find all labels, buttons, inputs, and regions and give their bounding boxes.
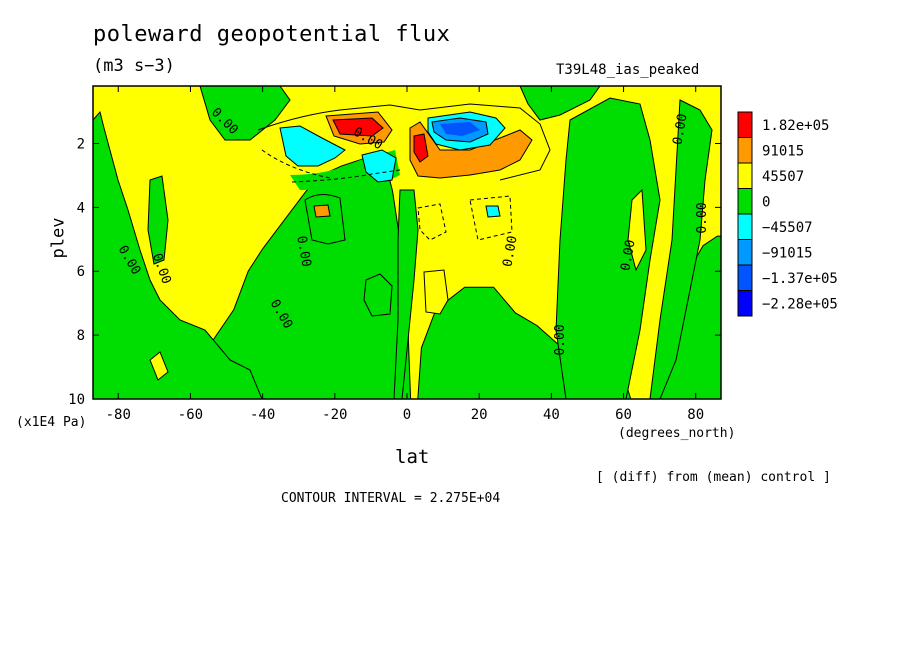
contour-line <box>291 169 401 183</box>
contour-label: 0.00 <box>670 113 690 146</box>
y-axis-units: (x1E4 Pa) <box>16 415 87 430</box>
x-tick-label: -80 <box>106 407 131 423</box>
contour-label: 0.00 <box>293 235 313 268</box>
legend-swatch <box>737 290 753 317</box>
yellow-island-0 <box>423 269 449 315</box>
y-tick-label: 6 <box>77 264 85 280</box>
legend-swatch <box>737 162 753 189</box>
blue-min-north <box>440 122 480 136</box>
legend-swatch <box>737 188 753 215</box>
chart-units: (m3 s−3) <box>93 56 175 76</box>
yellow-island-2 <box>627 188 647 272</box>
contour-line <box>257 103 551 181</box>
legend-label: 1.82e+05 <box>762 118 829 134</box>
y-tick-label: 8 <box>77 328 85 344</box>
green-region-6 <box>393 189 419 400</box>
contour-line <box>417 203 447 241</box>
yellow-island-1 <box>149 351 169 381</box>
orange-spot <box>313 204 331 218</box>
red-max-north <box>413 133 429 163</box>
green-region-3 <box>555 97 661 400</box>
legend-swatch <box>737 213 753 240</box>
contour-label: 0.00 <box>553 324 568 355</box>
x-tick-label: -20 <box>322 407 347 423</box>
y-tick-label: 10 <box>68 392 85 408</box>
legend-label: −2.28e+05 <box>762 296 838 312</box>
legend-label: −1.37e+05 <box>762 271 838 287</box>
x-tick-label: 0 <box>403 407 411 423</box>
contour-line <box>261 149 331 179</box>
chart-title: poleward geopotential flux <box>93 22 451 47</box>
orange-lobe-north <box>409 121 533 179</box>
legend-swatch <box>737 264 753 291</box>
x-tick-label: 40 <box>543 407 560 423</box>
y-tick-label: 4 <box>77 200 85 216</box>
legend-label: 0 <box>762 194 770 210</box>
legend-swatch <box>737 239 753 266</box>
x-axis-units: (degrees_north) <box>618 426 736 441</box>
run-label: T39L48_ias_peaked <box>556 62 700 78</box>
contour-label: 0.00 <box>695 202 710 233</box>
cyan-region-south <box>279 125 346 167</box>
green-region-1 <box>199 85 291 141</box>
contour-label: 0.00 <box>618 239 638 272</box>
legend-label: 91015 <box>762 143 804 159</box>
diff-note: [ (diff) from (mean) control ] <box>596 470 831 485</box>
legend-label: −91015 <box>762 245 813 261</box>
x-tick-label: 20 <box>471 407 488 423</box>
x-tick-label: 80 <box>687 407 704 423</box>
green-region-5 <box>363 273 393 317</box>
y-tick-label: 2 <box>77 136 85 152</box>
red-max-south <box>332 117 384 137</box>
legend-label: 45507 <box>762 169 804 185</box>
x-tick-label: 60 <box>615 407 632 423</box>
legend-label: −45507 <box>762 220 813 236</box>
contour-interval: CONTOUR INTERVAL = 2.275E+04 <box>281 491 501 506</box>
legend-swatch <box>737 137 753 164</box>
x-tick-label: -40 <box>250 407 275 423</box>
green-region-4 <box>649 99 713 400</box>
contour-label: 0.00 <box>500 235 520 268</box>
legend-swatch <box>737 111 753 138</box>
cyan-spot <box>485 205 501 218</box>
green-region-0 <box>92 110 263 400</box>
x-tick-label: -60 <box>178 407 203 423</box>
contour-line <box>304 194 346 245</box>
green-region-7 <box>147 175 169 265</box>
x-axis-label: lat <box>395 446 430 468</box>
